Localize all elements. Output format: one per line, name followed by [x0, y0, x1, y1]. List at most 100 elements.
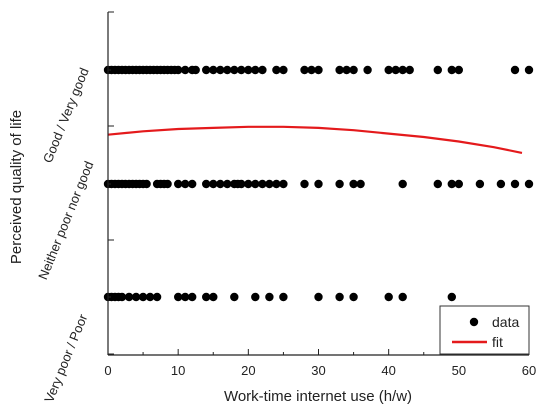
- data-point: [174, 65, 183, 75]
- data-point: [131, 292, 141, 302]
- data-point: [223, 65, 232, 75]
- data-point: [356, 179, 365, 189]
- data-point: [251, 179, 260, 189]
- y-tick-label: Very poor / Poor: [41, 311, 90, 404]
- data-point: [237, 65, 246, 75]
- legend-label-data: data: [492, 314, 519, 330]
- x-tick-label: 60: [522, 363, 536, 378]
- data-point: [174, 292, 183, 302]
- data-point: [152, 292, 162, 302]
- data-point: [174, 179, 183, 189]
- data-point: [258, 179, 267, 189]
- data-point: [279, 65, 288, 75]
- data-point: [124, 292, 134, 302]
- data-point: [524, 179, 534, 189]
- data-point: [272, 179, 281, 189]
- data-point: [398, 65, 407, 75]
- data-point: [335, 179, 344, 189]
- x-tick-label: 30: [311, 363, 325, 378]
- data-point: [496, 179, 506, 189]
- x-tick-label: 0: [104, 363, 111, 378]
- data-point: [230, 292, 239, 302]
- fit-line: [107, 125, 523, 154]
- data-point: [188, 179, 197, 189]
- data-point: [251, 65, 260, 75]
- data-point: [447, 292, 456, 302]
- data-point: [363, 65, 372, 75]
- data-point: [454, 65, 463, 75]
- data-point: [433, 179, 442, 189]
- data-point: [209, 292, 218, 302]
- x-axis-title: Work-time internet use (h/w): [224, 388, 412, 405]
- data-point: [314, 179, 323, 189]
- x-axis-ticks: 0 10 20 30 40 50 60: [104, 349, 536, 378]
- data-point: [244, 179, 253, 189]
- legend-label-fit: fit: [492, 334, 503, 350]
- data-point: [510, 179, 520, 189]
- fit-series: [107, 125, 523, 154]
- data-point: [163, 179, 172, 189]
- data-point: [209, 65, 218, 75]
- data-point: [188, 292, 197, 302]
- data-point: [433, 65, 442, 75]
- data-point: [454, 179, 463, 189]
- data-point: [279, 179, 288, 189]
- data-point: [117, 292, 127, 302]
- data-point: [279, 292, 288, 302]
- data-point: [300, 179, 309, 189]
- data-point: [524, 65, 534, 75]
- data-point: [405, 65, 414, 75]
- data-point: [349, 65, 358, 75]
- y-tick-label: Good / Very good: [40, 66, 92, 165]
- data-point: [202, 292, 211, 302]
- data-point: [398, 292, 407, 302]
- data-point: [191, 65, 200, 75]
- data-point: [447, 179, 456, 189]
- data-point: [384, 65, 393, 75]
- x-tick-label: 10: [171, 363, 185, 378]
- x-tick-label: 50: [452, 363, 466, 378]
- data-point: [342, 65, 351, 75]
- x-tick-label: 20: [241, 363, 255, 378]
- data-point: [307, 65, 316, 75]
- data-point: [314, 292, 323, 302]
- data-point: [447, 65, 456, 75]
- data-point: [335, 292, 344, 302]
- data-point: [237, 179, 246, 189]
- data-point: [398, 179, 407, 189]
- data-point: [181, 179, 190, 189]
- data-point: [244, 65, 253, 75]
- data-point: [216, 65, 225, 75]
- y-tick-label: Neither poor nor good: [35, 159, 96, 282]
- data-point: [202, 65, 211, 75]
- data-point: [335, 65, 344, 75]
- legend: data fit: [439, 305, 530, 355]
- data-point: [384, 292, 393, 302]
- data-point: [181, 292, 190, 302]
- x-tick-label: 40: [381, 363, 395, 378]
- legend-box: [439, 305, 530, 355]
- y-axis-title: Perceived quality of life: [8, 110, 25, 264]
- data-point: [216, 179, 225, 189]
- data-point: [258, 65, 267, 75]
- data-point: [202, 179, 211, 189]
- data-point: [349, 292, 358, 302]
- data-point: [314, 65, 323, 75]
- data-point: [265, 179, 274, 189]
- data-point: [265, 292, 274, 302]
- data-point: [251, 292, 260, 302]
- data-point: [391, 65, 400, 75]
- data-point: [142, 179, 151, 189]
- data-point: [230, 65, 239, 75]
- data-point: [138, 292, 148, 302]
- data-point: [510, 65, 520, 75]
- legend-data-marker: [469, 317, 479, 327]
- data-point: [349, 179, 358, 189]
- y-axis-ticks: Very poor / Poor Neither poor nor goodGoo…: [35, 11, 114, 405]
- data-point: [475, 179, 485, 189]
- data-point: [300, 65, 309, 75]
- data-point: [145, 292, 155, 302]
- data-series: [103, 65, 534, 302]
- data-point: [209, 179, 218, 189]
